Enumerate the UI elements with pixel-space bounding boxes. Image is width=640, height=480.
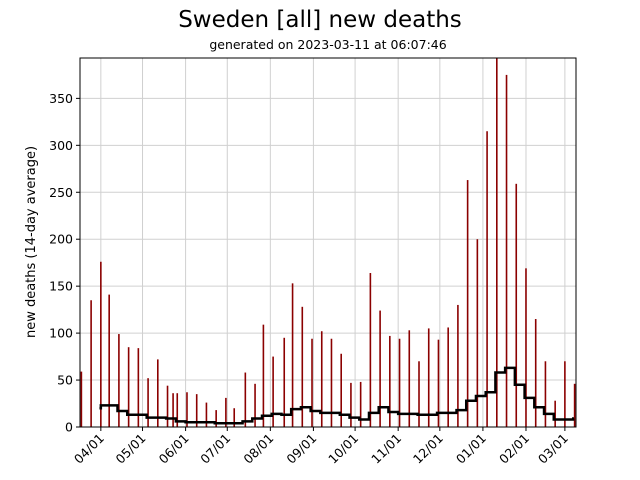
- x-tick-label: 03/01: [535, 431, 571, 467]
- x-tick-label: 01/01: [453, 431, 489, 467]
- x-tick-label: 08/01: [240, 431, 276, 467]
- bar: [505, 74, 508, 428]
- bar: [80, 371, 83, 427]
- x-tick-label: 02/01: [496, 431, 532, 467]
- bar: [172, 393, 174, 427]
- bar: [283, 337, 286, 427]
- x-tick-label: 05/01: [113, 431, 149, 467]
- y-tick-label: 150: [49, 279, 73, 294]
- bar: [573, 383, 576, 427]
- bar: [496, 58, 498, 427]
- y-tick-label: 100: [49, 326, 73, 341]
- y-tick-label: 50: [57, 373, 73, 388]
- bar: [301, 306, 304, 427]
- x-tick-label: 10/01: [325, 431, 361, 467]
- bar: [457, 304, 459, 427]
- bar: [176, 393, 179, 427]
- x-tick-label: 11/01: [368, 431, 404, 467]
- bar: [408, 330, 411, 427]
- bar: [564, 361, 566, 427]
- bar: [534, 319, 537, 427]
- bar: [486, 131, 488, 428]
- bar: [195, 394, 198, 427]
- bar: [127, 347, 130, 427]
- bar: [166, 385, 169, 427]
- bar: [186, 392, 188, 427]
- bar: [118, 334, 120, 427]
- x-tick-label: 12/01: [410, 431, 446, 467]
- bar: [369, 273, 372, 427]
- y-tick-label: 200: [49, 232, 73, 247]
- bar: [418, 361, 420, 427]
- bar: [254, 383, 256, 427]
- bar: [359, 381, 362, 427]
- x-tick-label: 04/01: [71, 431, 107, 467]
- bar: [272, 356, 274, 427]
- bar: [427, 328, 430, 427]
- bar: [311, 338, 313, 427]
- bar: [544, 361, 547, 427]
- bar: [147, 378, 149, 427]
- bar: [389, 335, 391, 427]
- bar: [525, 268, 527, 427]
- average-line: [99, 366, 575, 425]
- bar: [515, 183, 518, 427]
- bar: [100, 261, 102, 427]
- axes-frame: [79, 57, 577, 428]
- bar: [233, 408, 236, 427]
- bar: [340, 353, 342, 427]
- y-tick-label: 0: [65, 420, 73, 435]
- bar: [554, 400, 556, 427]
- y-tick-label: 250: [49, 185, 73, 200]
- x-tick-label: 09/01: [283, 431, 319, 467]
- bar: [330, 338, 333, 427]
- x-tick-label: 06/01: [156, 431, 192, 467]
- bar: [244, 372, 247, 427]
- y-tick-label: 350: [49, 91, 73, 106]
- bar: [205, 402, 208, 427]
- bar: [291, 283, 294, 427]
- chart-subtitle: generated on 2023-03-11 at 06:07:46: [209, 37, 447, 52]
- bar: [225, 397, 227, 427]
- bar: [137, 348, 140, 427]
- bar: [108, 294, 110, 427]
- bar: [157, 359, 159, 427]
- y-tick-label: 300: [49, 138, 73, 153]
- x-tick-label: 07/01: [197, 431, 233, 467]
- chart-title: Sweden [all] new deaths: [178, 7, 462, 33]
- bar: [215, 410, 217, 427]
- bar: [398, 338, 401, 427]
- bar: [447, 327, 449, 427]
- bar: [90, 300, 92, 427]
- bar: [476, 239, 479, 427]
- bar: [262, 324, 265, 427]
- bar: [437, 339, 440, 427]
- bar: [320, 331, 323, 427]
- y-axis-label: new deaths (14-day average): [24, 146, 39, 338]
- bar: [379, 310, 381, 427]
- bar: [350, 382, 352, 427]
- bar: [466, 180, 469, 427]
